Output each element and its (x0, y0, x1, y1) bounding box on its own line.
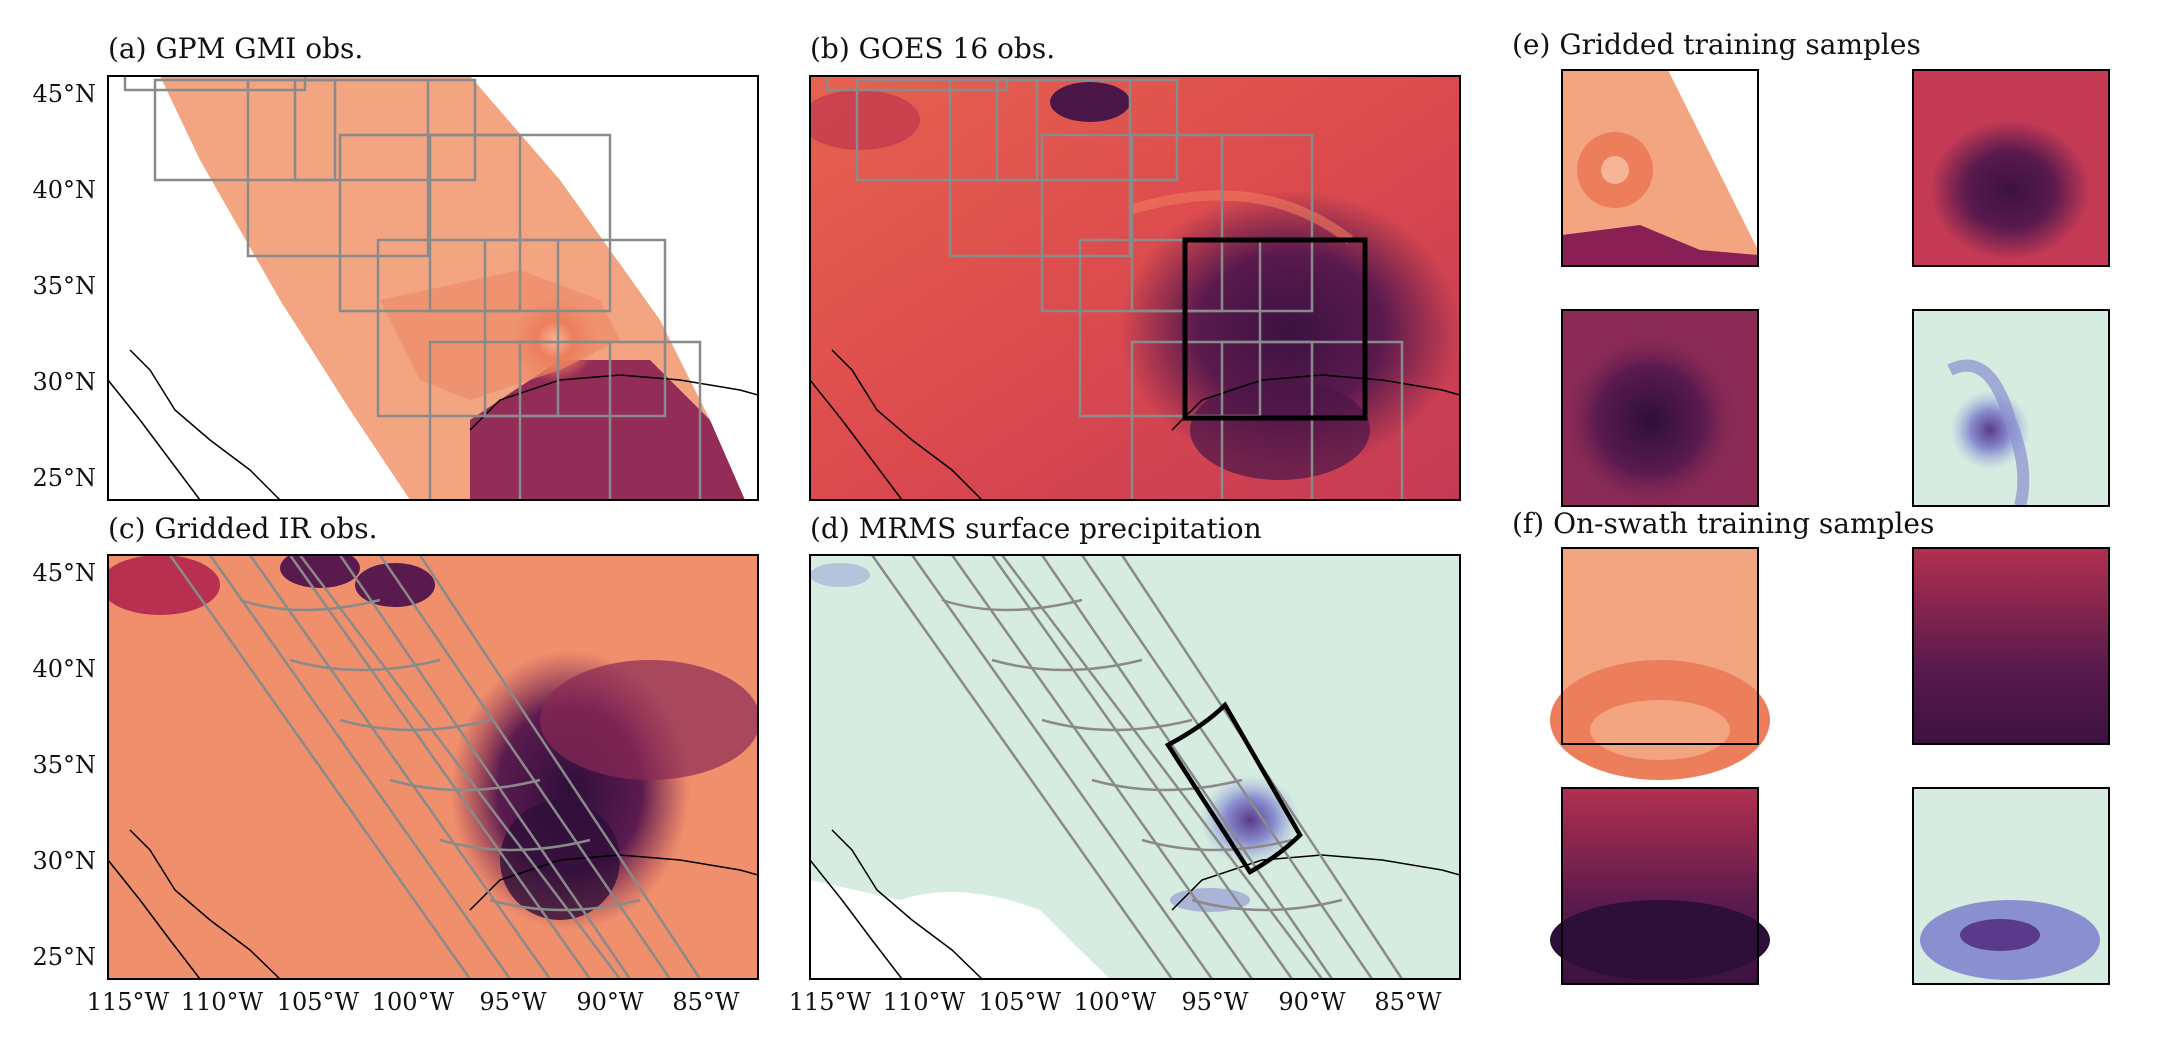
lon-tick: 105°W (277, 988, 360, 1016)
lat-tick: 45°N (32, 80, 96, 108)
lon-tick: 105°W (979, 988, 1062, 1016)
panel-c-title: (c) Gridded IR obs. (108, 512, 377, 545)
sample-e-gmi (1561, 69, 1759, 267)
coastline-c (108, 829, 758, 979)
lon-tick: 100°W (1074, 988, 1157, 1016)
gmi-storm-eye (513, 298, 597, 382)
lat-tick: 40°N (32, 176, 96, 204)
sample-f-ir (1550, 787, 1770, 985)
sample-f-goes (1912, 547, 2110, 745)
lat-tick: 25°N (32, 943, 96, 971)
lat-tick: 40°N (32, 655, 96, 683)
sample-e-goes (1912, 69, 2110, 267)
lat-tick: 45°N (32, 559, 96, 587)
lon-tick: 90°W (1278, 988, 1346, 1016)
panel-f: (f) On-swath training samples (1512, 507, 2110, 985)
sample-e-ir (1560, 309, 1759, 510)
ir-swath-lines (168, 555, 702, 979)
lat-axis-c: 45°N 40°N 35°N 30°N 25°N (32, 559, 96, 971)
lon-tick: 115°W (789, 988, 872, 1016)
panel-f-title: (f) On-swath training samples (1512, 507, 1934, 540)
lon-tick: 95°W (479, 988, 547, 1016)
sample-e-precip (1912, 309, 2110, 508)
lon-tick: 90°W (576, 988, 644, 1016)
panel-c-frame (107, 554, 759, 980)
panel-d: (d) MRMS surface precipitation (809, 512, 1461, 980)
panel-b-frame (809, 75, 1461, 501)
panel-d-frame (809, 554, 1461, 980)
lon-tick: 110°W (181, 988, 264, 1016)
lat-tick: 30°N (32, 847, 96, 875)
coastline-a (108, 349, 758, 500)
lon-tick: 110°W (883, 988, 966, 1016)
goes-sample-boxes (825, 76, 1404, 500)
mrms-highlight-box (1164, 701, 1303, 876)
panel-a-frame (107, 75, 759, 501)
lat-tick: 35°N (32, 272, 96, 300)
panel-d-title: (d) MRMS surface precipitation (810, 512, 1262, 545)
sample-f-gmi (1550, 547, 1770, 780)
panel-a-title: (a) GPM GMI obs. (108, 32, 363, 65)
lon-axis-c: 115°W 110°W 105°W 100°W 95°W 90°W 85°W (87, 988, 740, 1016)
lon-tick: 100°W (372, 988, 455, 1016)
lon-axis-d: 115°W 110°W 105°W 100°W 95°W 90°W 85°W (789, 988, 1442, 1016)
coastline-d (810, 829, 1460, 979)
goes-highlight-box (1182, 237, 1368, 421)
panel-e: (e) Gridded training samples (1512, 28, 2110, 510)
lat-tick: 35°N (32, 751, 96, 779)
lon-tick: 115°W (87, 988, 170, 1016)
lon-tick: 85°W (672, 988, 740, 1016)
lat-tick: 30°N (32, 368, 96, 396)
lat-tick: 25°N (32, 464, 96, 492)
panel-b-title: (b) GOES 16 obs. (810, 32, 1055, 65)
panel-b: (b) GOES 16 obs. (809, 32, 1461, 501)
lon-tick: 85°W (1374, 988, 1442, 1016)
sample-f-precip (1912, 787, 2110, 985)
mrms-swath-lines (870, 555, 1404, 979)
panel-a: (a) GPM GMI obs. (107, 32, 759, 501)
lon-tick: 95°W (1181, 988, 1249, 1016)
coastline-b (810, 349, 1460, 500)
panel-c: (c) Gridded IR obs. (107, 512, 759, 980)
lat-axis-a: 45°N 40°N 35°N 30°N 25°N (32, 80, 96, 492)
panel-e-title: (e) Gridded training samples (1512, 28, 1921, 61)
gmi-sample-boxes (123, 76, 702, 500)
